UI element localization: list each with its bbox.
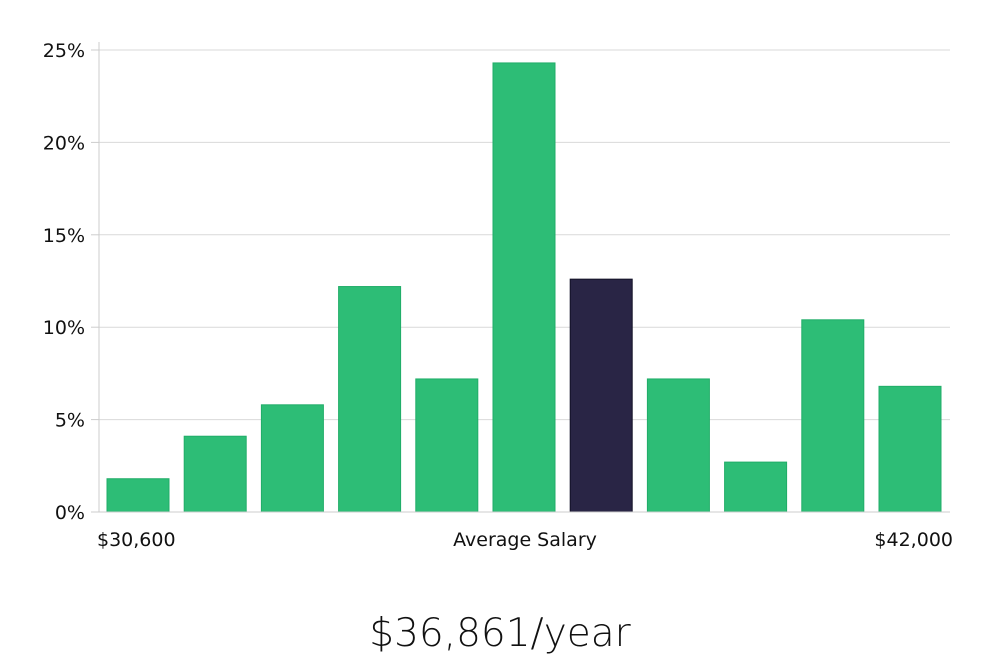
salary-bar — [183, 435, 247, 513]
salary-bar — [878, 385, 942, 513]
salary-bar — [492, 62, 556, 513]
bar-series — [106, 62, 942, 513]
salary-distribution-chart: 0% 5% 10% 15% 20% 25% — [43, 40, 950, 524]
y-tick-label: 5% — [55, 410, 85, 432]
salary-bar — [415, 378, 479, 513]
x-axis-end-label: $42,000 — [874, 529, 953, 551]
x-axis-start-label: $30,600 — [97, 529, 176, 551]
y-tick-label: 20% — [43, 132, 85, 154]
y-tick-label: 10% — [43, 317, 85, 339]
salary-bar — [338, 286, 402, 513]
y-tick-label: 25% — [43, 40, 85, 62]
y-tick-label: 15% — [43, 225, 85, 247]
salary-bar — [646, 378, 710, 513]
salary-bar — [724, 461, 788, 513]
average-salary-summary: $36,861/year — [369, 611, 631, 656]
y-tick-label: 0% — [55, 502, 85, 524]
salary-bar — [801, 319, 865, 513]
y-axis-ticks: 0% 5% 10% 15% 20% 25% — [43, 40, 85, 524]
highlighted-salary-bar — [569, 278, 633, 513]
salary-bar — [260, 404, 324, 513]
salary-bar — [106, 478, 170, 513]
axes — [91, 42, 950, 513]
x-axis-title: Average Salary — [453, 529, 597, 551]
